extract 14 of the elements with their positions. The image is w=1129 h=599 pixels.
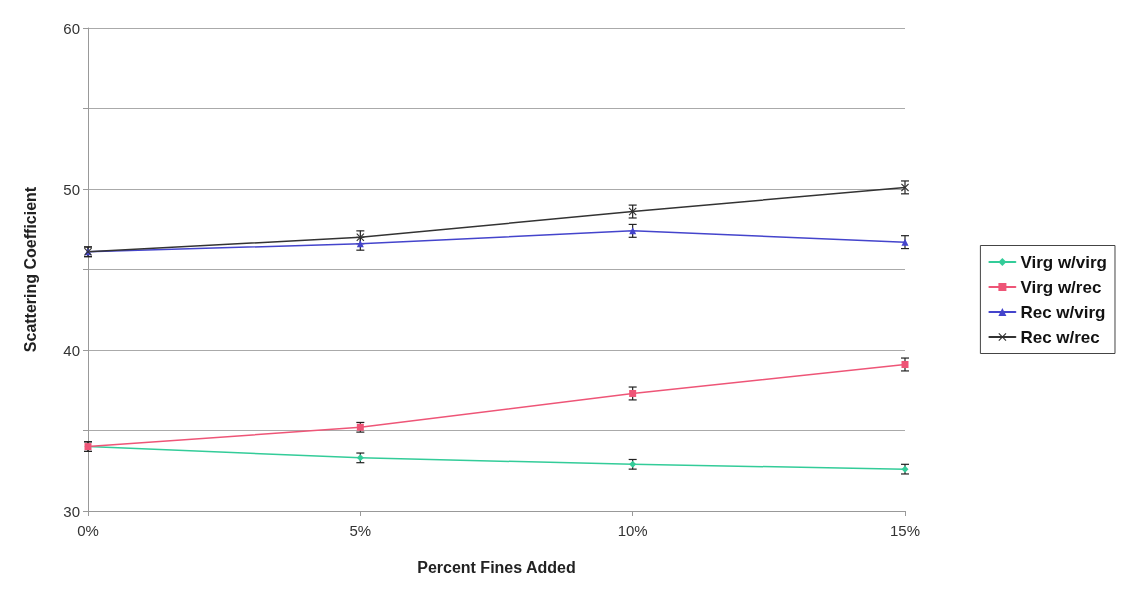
y-tick-label: 60 — [63, 19, 80, 37]
x-tick-label: 10% — [617, 522, 648, 539]
y-axis-title: Scattering Coefficient — [21, 186, 39, 353]
x-tick-label: 15% — [889, 522, 921, 539]
x-axis-title: Percent Fines Added — [417, 558, 576, 576]
y-tick-label: 40 — [63, 341, 80, 359]
legend-label: Virg w/virg — [1020, 252, 1108, 272]
legend-label: Virg w/rec — [1020, 277, 1102, 297]
y-tick-label: 50 — [63, 180, 80, 198]
x-tick-label: 5% — [349, 522, 372, 539]
legend-label: Rec w/rec — [1020, 327, 1100, 347]
legend-label: Rec w/virg — [1020, 302, 1106, 322]
x-tick-label: 0% — [77, 522, 99, 539]
y-tick-label: 30 — [63, 502, 80, 520]
